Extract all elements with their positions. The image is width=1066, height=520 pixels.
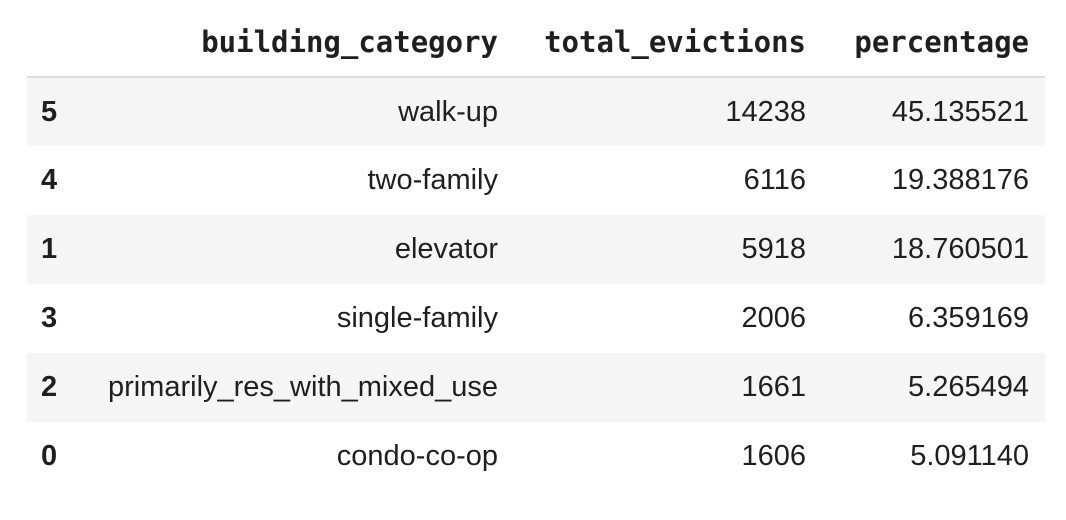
row-index: 5 xyxy=(41,95,58,128)
cell-building-category: walk-up xyxy=(398,95,498,128)
table-row: 1 elevator 5918 18.760501 xyxy=(27,215,1045,284)
row-index: 3 xyxy=(41,302,58,334)
table-row: 2 primarily_res_with_mixed_use 1661 5.26… xyxy=(27,353,1045,422)
cell-building-category: condo-co-op xyxy=(336,440,498,472)
table-row: 3 single-family 2006 6.359169 xyxy=(27,284,1045,353)
cell-building-category: two-family xyxy=(367,164,498,196)
cell-building-category: elevator xyxy=(394,233,498,265)
column-header-building-category: building_category xyxy=(91,8,514,78)
table-row: 4 two-family 6116 19.388176 xyxy=(27,146,1045,215)
cell-percentage: 19.388176 xyxy=(891,164,1029,196)
cell-total-evictions: 5918 xyxy=(741,233,806,265)
header-row: building_category total_evictions percen… xyxy=(27,8,1045,78)
cell-total-evictions: 1606 xyxy=(741,440,806,472)
column-header-percentage: percentage xyxy=(822,8,1045,78)
cell-percentage: 18.760501 xyxy=(891,233,1029,265)
cell-percentage: 5.091140 xyxy=(910,440,1029,472)
cell-percentage: 45.135521 xyxy=(891,95,1029,128)
cell-total-evictions: 1661 xyxy=(741,371,806,403)
row-index: 4 xyxy=(41,164,58,196)
cell-building-category: single-family xyxy=(336,302,498,334)
row-index: 1 xyxy=(41,233,58,265)
index-header xyxy=(27,8,91,78)
table-row: 0 condo-co-op 1606 5.091140 xyxy=(27,422,1045,491)
cell-total-evictions: 14238 xyxy=(725,95,806,128)
cell-total-evictions: 2006 xyxy=(741,302,806,334)
cell-percentage: 5.265494 xyxy=(908,371,1029,403)
cell-building-category: primarily_res_with_mixed_use xyxy=(107,371,498,403)
dataframe-output: building_category total_evictions percen… xyxy=(27,8,1045,491)
cell-percentage: 6.359169 xyxy=(908,302,1029,334)
row-index: 0 xyxy=(41,440,58,472)
row-index: 2 xyxy=(41,371,58,403)
table-row: 5 walk-up 14238 45.135521 xyxy=(27,77,1045,146)
column-header-total-evictions: total_evictions xyxy=(514,8,822,78)
dataframe-table: building_category total_evictions percen… xyxy=(27,8,1045,491)
cell-total-evictions: 6116 xyxy=(743,164,806,196)
